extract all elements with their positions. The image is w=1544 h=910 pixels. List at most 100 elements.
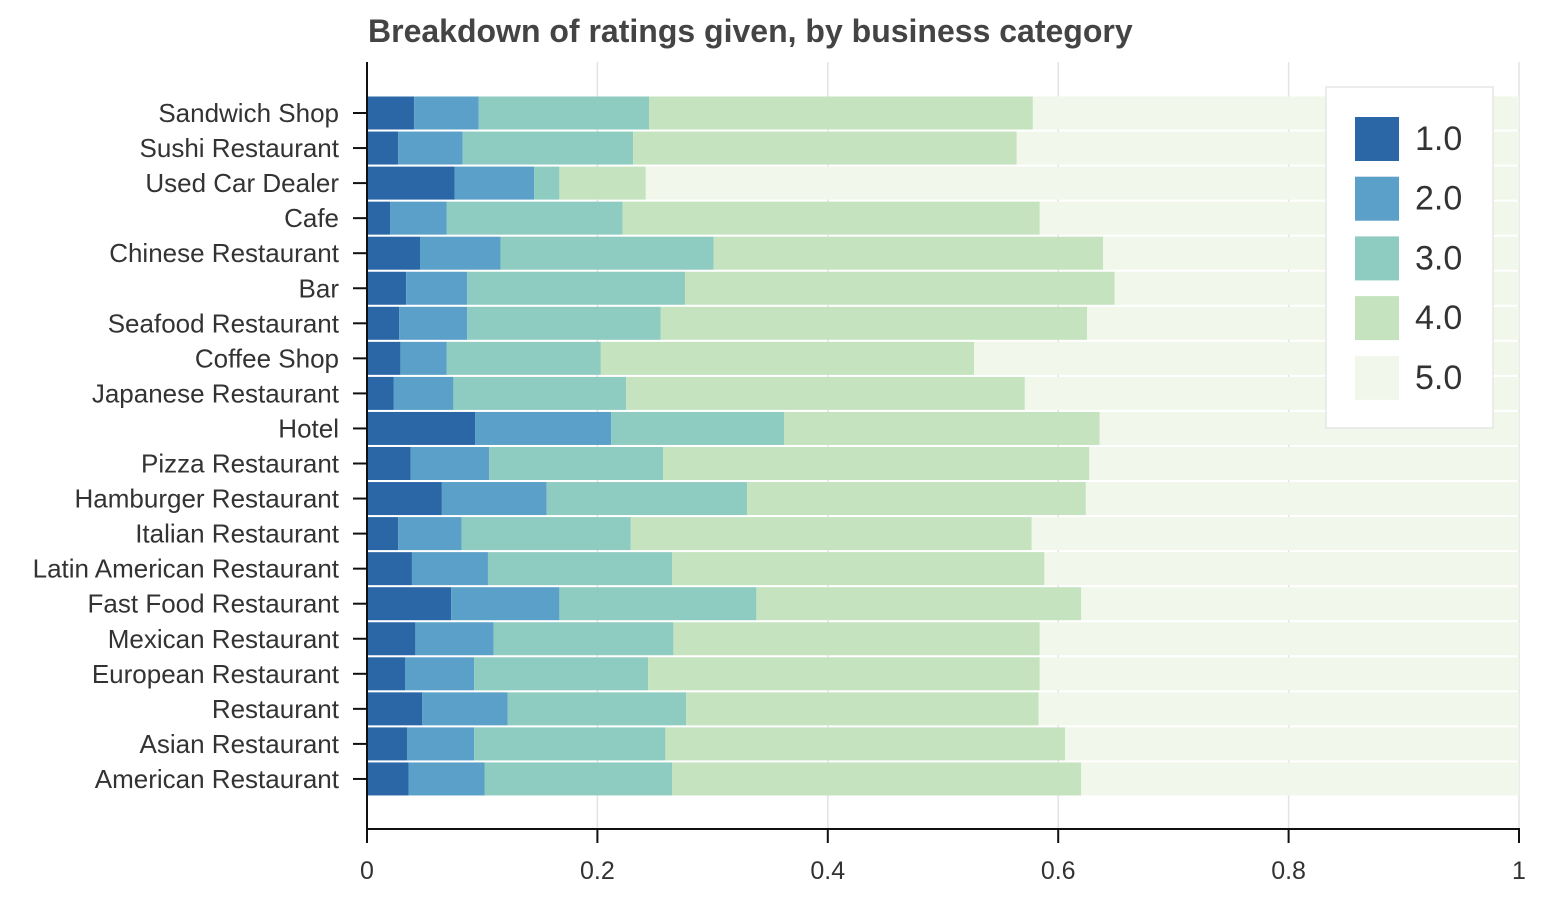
bar-segment-2 bbox=[411, 552, 488, 586]
bar-segment-4 bbox=[756, 587, 1082, 621]
category-label: Mexican Restaurant bbox=[108, 624, 340, 654]
bar-segment-3 bbox=[453, 376, 627, 410]
bar-segment-4 bbox=[673, 622, 1040, 656]
bar-segment-2 bbox=[390, 201, 447, 235]
bar-segment-1 bbox=[367, 622, 416, 656]
bar-segment-1 bbox=[367, 271, 407, 305]
bar-segment-1 bbox=[367, 201, 391, 235]
bar-segment-2 bbox=[419, 236, 501, 270]
bar-segment-4 bbox=[660, 306, 1087, 340]
bar-segment-1 bbox=[367, 727, 408, 761]
bar-segment-5 bbox=[1039, 622, 1519, 656]
bar-segment-4 bbox=[665, 727, 1066, 761]
bar-segment-2 bbox=[441, 482, 547, 516]
bar-segment-1 bbox=[367, 762, 409, 796]
bar-segment-4 bbox=[559, 166, 646, 200]
bar-segment-2 bbox=[454, 166, 535, 200]
bar-segment-4 bbox=[630, 517, 1032, 551]
category-label: Latin American Restaurant bbox=[33, 554, 340, 584]
bar-segment-2 bbox=[415, 622, 494, 656]
bar-segment-1 bbox=[367, 236, 420, 270]
bar-segment-5 bbox=[1081, 587, 1519, 621]
category-label: Fast Food Restaurant bbox=[88, 589, 340, 619]
bar-segment-3 bbox=[507, 692, 687, 726]
bar-segment-3 bbox=[467, 271, 685, 305]
legend-label: 1.0 bbox=[1415, 120, 1462, 158]
bar-segment-3 bbox=[474, 657, 649, 691]
bar-segment-2 bbox=[451, 587, 560, 621]
legend: 1.0 2.0 3.0 4.0 5.0 bbox=[1325, 86, 1494, 429]
bar-segment-2 bbox=[414, 96, 479, 130]
bar-segment-4 bbox=[747, 482, 1086, 516]
bar-segment-3 bbox=[534, 166, 560, 200]
x-tick-label: 0.4 bbox=[810, 857, 845, 885]
x-tick-label: 0.2 bbox=[580, 857, 615, 885]
bar-segment-2 bbox=[400, 341, 447, 375]
category-label: Hamburger Restaurant bbox=[75, 484, 340, 514]
bar-segment-2 bbox=[405, 657, 475, 691]
bar-segment-4 bbox=[672, 552, 1045, 586]
bar-segment-3 bbox=[478, 96, 650, 130]
category-label: Hotel bbox=[278, 413, 339, 443]
bar-segment-1 bbox=[367, 692, 423, 726]
bar-segment-2 bbox=[406, 271, 468, 305]
bar-segment-2 bbox=[398, 131, 463, 165]
bar-segment-1 bbox=[367, 587, 452, 621]
legend-label: 4.0 bbox=[1415, 299, 1462, 337]
legend-swatch bbox=[1355, 355, 1399, 400]
bar-segment-2 bbox=[399, 306, 468, 340]
category-label: Japanese Restaurant bbox=[92, 378, 340, 408]
bar-segment-5 bbox=[1044, 552, 1519, 586]
legend-box bbox=[1325, 86, 1494, 429]
bar-segment-2 bbox=[398, 517, 462, 551]
category-label: Asian Restaurant bbox=[140, 729, 340, 759]
bar-segment-3 bbox=[462, 131, 634, 165]
bar-segment-3 bbox=[484, 762, 673, 796]
bar-segment-1 bbox=[367, 376, 394, 410]
chart-title: Breakdown of ratings given, by business … bbox=[368, 13, 1133, 49]
bar-segment-2 bbox=[422, 692, 508, 726]
bar-segment-3 bbox=[461, 517, 631, 551]
category-label: Chinese Restaurant bbox=[109, 238, 340, 268]
bar-segment-4 bbox=[600, 341, 975, 375]
bar-segment-1 bbox=[367, 341, 401, 375]
bar-segment-2 bbox=[410, 447, 490, 480]
bar-segment-2 bbox=[407, 727, 475, 761]
bar-segment-3 bbox=[467, 306, 661, 340]
bar-segment-3 bbox=[493, 622, 674, 656]
bar-segment-1 bbox=[367, 657, 406, 691]
y-axis: Sandwich Shop Sushi Restaurant Used Car De… bbox=[33, 62, 368, 830]
category-label: American Restaurant bbox=[95, 764, 340, 794]
bar-segment-5 bbox=[1065, 727, 1519, 761]
category-label: Italian Restaurant bbox=[135, 519, 340, 549]
category-label: Seafood Restaurant bbox=[108, 308, 340, 338]
x-axis: 0 0.2 0.4 0.6 0.8 1 bbox=[360, 828, 1526, 885]
x-tick-label: 0 bbox=[360, 857, 374, 885]
category-label: Restaurant bbox=[212, 694, 340, 724]
bar-segment-4 bbox=[622, 201, 1040, 235]
bar-segment-3 bbox=[611, 411, 785, 445]
legend-swatch bbox=[1355, 176, 1399, 221]
bar-segment-5 bbox=[1081, 762, 1519, 796]
category-label: Sandwich Shop bbox=[158, 98, 339, 128]
bar-segment-3 bbox=[489, 447, 664, 480]
bar-segment-4 bbox=[684, 271, 1115, 305]
bar-segment-4 bbox=[713, 236, 1104, 270]
bar-segment-1 bbox=[367, 306, 400, 340]
bar-segment-4 bbox=[649, 96, 1033, 130]
bar-segment-1 bbox=[367, 482, 442, 516]
bar-segment-4 bbox=[784, 411, 1100, 445]
x-tick-label: 0.6 bbox=[1041, 857, 1076, 885]
bar-segment-4 bbox=[672, 762, 1082, 796]
bar-segment-4 bbox=[648, 657, 1040, 691]
category-label: Pizza Restaurant bbox=[141, 449, 340, 479]
x-tick-label: 0.8 bbox=[1271, 857, 1306, 885]
bar-segment-4 bbox=[663, 447, 1090, 480]
bar-segment-2 bbox=[475, 411, 612, 445]
legend-label: 2.0 bbox=[1415, 180, 1462, 218]
bar-segment-3 bbox=[546, 482, 748, 516]
bar-segment-3 bbox=[500, 236, 714, 270]
bar-segment-4 bbox=[633, 131, 1017, 165]
legend-label: 3.0 bbox=[1415, 239, 1462, 277]
